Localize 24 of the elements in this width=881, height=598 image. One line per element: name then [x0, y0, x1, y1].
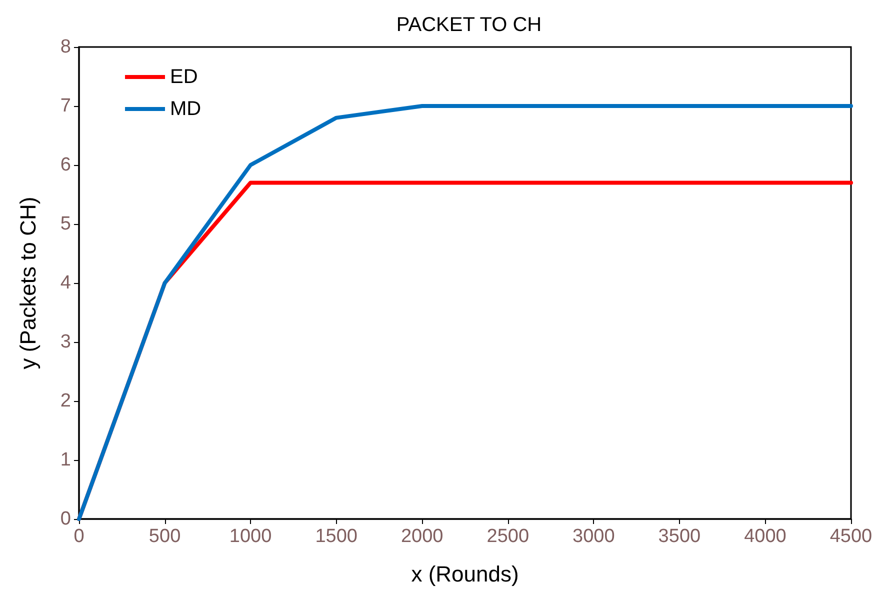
y-tick-label: 2: [60, 390, 71, 412]
x-tick-label: 3500: [658, 526, 701, 547]
y-tick-label: 1: [60, 450, 71, 470]
y-tick-label: 5: [60, 214, 71, 234]
y-tick-label: 8: [60, 36, 71, 58]
x-axis-title: x (Rounds): [411, 562, 519, 586]
y-axis-title: y (Packets to CH): [16, 196, 40, 370]
x-tick-label: 2000: [400, 526, 444, 547]
x-tick-label: 1500: [315, 526, 358, 547]
x-tick-label: 1000: [229, 526, 272, 547]
y-tick-label: 4: [60, 272, 72, 294]
legend-label: MD: [170, 98, 202, 120]
y-tick-label: 7: [60, 96, 71, 116]
x-tick-label: 4500: [830, 526, 872, 547]
x-tick-label: 4000: [744, 526, 786, 547]
x-tick-label: 2500: [486, 526, 530, 547]
y-tick-label: 3: [60, 332, 71, 352]
x-tick-label: 500: [148, 526, 181, 547]
y-tick-label: 0: [60, 508, 71, 530]
y-tick-label: 6: [60, 154, 71, 176]
x-tick-label: 3000: [572, 526, 615, 547]
chart-title: PACKET TO CH: [396, 14, 542, 36]
x-tick-label: 0: [74, 526, 84, 547]
legend-label: ED: [170, 66, 198, 88]
